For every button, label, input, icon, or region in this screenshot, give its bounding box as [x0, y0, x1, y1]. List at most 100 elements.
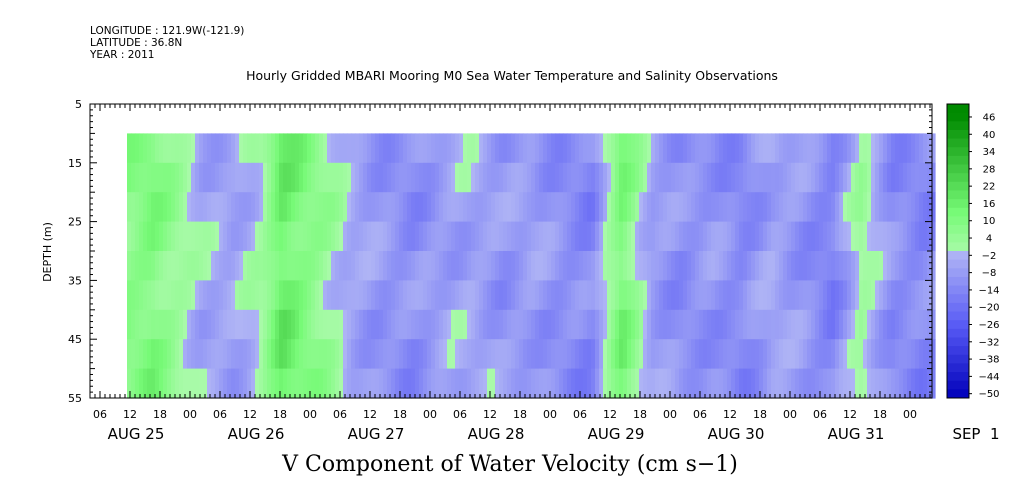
heatmap-cell	[667, 339, 672, 370]
heatmap-cell	[355, 280, 360, 311]
heatmap-cell	[923, 251, 928, 281]
heatmap-cell	[663, 221, 668, 252]
heatmap-cell	[343, 221, 348, 252]
heatmap-cell	[211, 162, 216, 193]
heatmap-cell	[139, 221, 144, 252]
heatmap-cell	[295, 368, 300, 399]
heatmap-cell	[439, 133, 444, 164]
heatmap-cell	[587, 133, 592, 164]
heatmap-cell	[635, 221, 640, 252]
heatmap-cell	[835, 133, 840, 164]
heatmap-cell	[863, 339, 868, 370]
heatmap-cell	[255, 280, 260, 311]
heatmap-cell	[819, 280, 824, 311]
heatmap-cell	[727, 162, 732, 193]
heatmap-cell	[343, 192, 348, 223]
heatmap-cell	[399, 280, 404, 311]
heatmap-cell	[179, 133, 184, 164]
heatmap-cell	[919, 309, 924, 340]
heatmap-cell	[687, 221, 692, 252]
heatmap-cell	[511, 133, 516, 164]
heatmap-cell	[275, 133, 280, 164]
heatmap-cell	[699, 133, 704, 164]
heatmap-cell	[611, 162, 616, 193]
heatmap-cell	[127, 309, 132, 340]
heatmap-cell	[307, 339, 312, 370]
heatmap-cell	[891, 221, 896, 252]
heatmap-cell	[555, 162, 560, 193]
heatmap-cell	[391, 192, 396, 223]
heatmap-cell	[835, 368, 840, 399]
colorbar-tick-label: −20	[978, 303, 999, 314]
heatmap-cell	[131, 221, 136, 252]
heatmap-cell	[439, 162, 444, 193]
heatmap-cell	[343, 339, 348, 370]
heatmap-cell	[627, 368, 632, 399]
heatmap-cell	[927, 251, 932, 281]
heatmap-cell	[447, 133, 452, 164]
heatmap-cell	[735, 339, 740, 370]
heatmap-cell	[275, 251, 280, 281]
heatmap-cell	[303, 368, 308, 399]
heatmap-cell	[679, 280, 684, 311]
heatmap-cell	[691, 339, 696, 370]
heatmap-cell	[591, 221, 596, 252]
heatmap-cell	[287, 221, 292, 252]
heatmap-cell	[895, 280, 900, 311]
heatmap-cell	[867, 309, 872, 340]
heatmap-cell	[543, 133, 548, 164]
heatmap-cell	[911, 133, 916, 164]
heatmap-cell	[839, 251, 844, 281]
heatmap-cell	[247, 133, 252, 164]
heatmap-cell	[515, 221, 520, 252]
heatmap-cell	[559, 339, 564, 370]
heatmap-cell	[867, 162, 872, 193]
heatmap-cell	[775, 339, 780, 370]
heatmap-cell	[427, 221, 432, 252]
heatmap-cell	[323, 221, 328, 252]
heatmap-cell	[575, 368, 580, 399]
heatmap-cell	[927, 309, 932, 340]
heatmap-cell	[523, 368, 528, 399]
heatmap-cell	[371, 280, 376, 311]
heatmap-cell	[299, 309, 304, 340]
heatmap-cell	[711, 221, 716, 252]
heatmap-cell	[599, 309, 604, 340]
heatmap-cell	[195, 309, 200, 340]
heatmap-cell	[355, 221, 360, 252]
heatmap-cell	[843, 368, 848, 399]
heatmap-cell	[211, 368, 216, 399]
heatmap-cell	[731, 251, 736, 281]
heatmap-cell	[527, 309, 532, 340]
heatmap-cell	[203, 280, 208, 311]
heatmap-cell	[351, 192, 356, 223]
heatmap-cell	[347, 339, 352, 370]
heatmap-cell	[299, 280, 304, 311]
heatmap-cell	[931, 133, 936, 164]
heatmap-cell	[339, 133, 344, 164]
heatmap-cell	[647, 368, 652, 399]
heatmap-cell	[619, 309, 624, 340]
heatmap-cell	[219, 162, 224, 193]
heatmap-cell	[923, 280, 928, 311]
heatmap-cell	[783, 309, 788, 340]
heatmap-cell	[363, 192, 368, 223]
heatmap-cell	[499, 251, 504, 281]
heatmap-cell	[367, 280, 372, 311]
heatmap-cell	[255, 251, 260, 281]
colorbar-tick-label: −26	[978, 320, 999, 331]
heatmap-cell	[591, 280, 596, 311]
heatmap-cell	[583, 339, 588, 370]
heatmap-cell	[791, 280, 796, 311]
heatmap-cell	[675, 221, 680, 252]
heatmap-cell	[571, 221, 576, 252]
heatmap-cell	[755, 192, 760, 223]
heatmap-cell	[267, 251, 272, 281]
heatmap-cell	[555, 133, 560, 164]
heatmap-cell	[395, 309, 400, 340]
heatmap-cell	[775, 221, 780, 252]
heatmap-cell	[535, 192, 540, 223]
heatmap-cell	[335, 162, 340, 193]
